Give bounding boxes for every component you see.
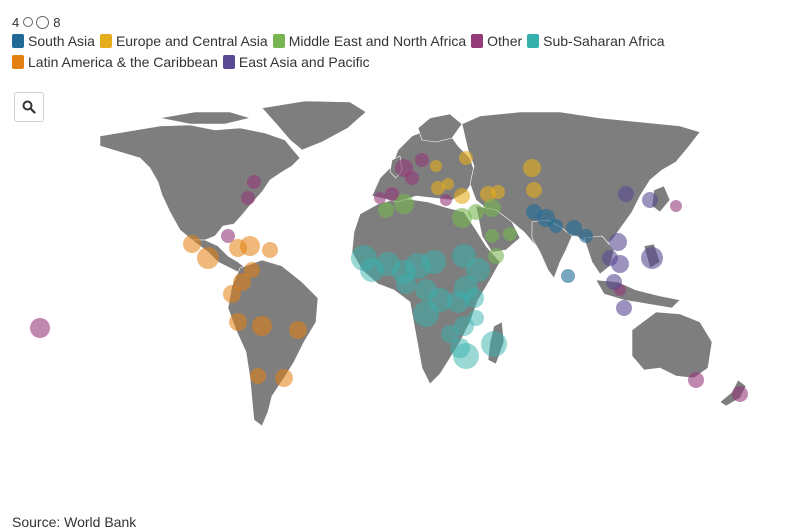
legend-swatch	[222, 55, 235, 69]
legend-swatch	[272, 34, 285, 48]
legend-label: Latin America & the Caribbean	[28, 54, 218, 70]
legend-label: Europe and Central Asia	[115, 33, 268, 49]
legend-swatch	[12, 34, 24, 48]
bubble-europe-central-asia[interactable]	[430, 160, 442, 172]
bubble-sub-saharan-africa[interactable]	[466, 258, 490, 282]
legend-swatch	[471, 34, 484, 48]
bubble-latin-america[interactable]	[233, 273, 251, 291]
bubble-other[interactable]	[670, 200, 682, 212]
legend-item-middle-east-north-africa[interactable]: Middle East and North Africa	[272, 33, 467, 49]
bubble-latin-america[interactable]	[183, 235, 201, 253]
land-greenland	[261, 100, 367, 151]
region-legend: South Asia Europe and Central Asia Middl…	[12, 33, 712, 70]
bubble-other[interactable]	[374, 192, 386, 204]
bubble-south-asia[interactable]	[566, 220, 582, 236]
bubble-latin-america[interactable]	[275, 369, 293, 387]
bubble-east-asia-pacific[interactable]	[616, 300, 632, 316]
bubble-latin-america[interactable]	[244, 262, 260, 278]
bubble-other[interactable]	[385, 187, 399, 201]
bubble-latin-america[interactable]	[289, 321, 307, 339]
legend-item-sub-saharan-africa[interactable]: Sub-Saharan Africa	[527, 33, 665, 49]
bubble-east-asia-pacific[interactable]	[606, 274, 622, 290]
bubble-latin-america[interactable]	[197, 247, 219, 269]
legend-swatch	[527, 34, 540, 48]
bubble-east-asia-pacific[interactable]	[642, 192, 658, 208]
legend-swatch	[99, 34, 112, 48]
land-arctic-islands	[159, 111, 251, 125]
bubble-sub-saharan-africa[interactable]	[464, 288, 484, 308]
size-legend-small-circle	[23, 17, 34, 27]
bubble-sub-saharan-africa[interactable]	[441, 325, 459, 343]
legend-item-south-asia[interactable]: South Asia	[12, 33, 95, 49]
bubble-sub-saharan-africa[interactable]	[453, 343, 479, 369]
bubble-south-asia[interactable]	[549, 219, 563, 233]
size-legend-max: 8	[53, 14, 61, 30]
bubble-east-asia-pacific[interactable]	[609, 233, 627, 251]
zoom-button[interactable]	[14, 92, 44, 122]
bubble-latin-america[interactable]	[262, 242, 278, 258]
land-south-america	[227, 259, 319, 427]
bubble-mena[interactable]	[468, 204, 484, 220]
bubble-europe-central-asia[interactable]	[454, 188, 470, 204]
bubble-other[interactable]	[440, 194, 452, 206]
bubble-latin-america[interactable]	[252, 316, 272, 336]
bubble-europe-central-asia[interactable]	[523, 159, 541, 177]
bubble-sub-saharan-africa[interactable]	[422, 250, 446, 274]
bubble-mena[interactable]	[394, 194, 414, 214]
bubble-sub-saharan-africa[interactable]	[481, 331, 507, 357]
bubble-south-asia[interactable]	[579, 229, 593, 243]
bubble-europe-central-asia[interactable]	[459, 151, 473, 165]
bubble-mena[interactable]	[378, 202, 394, 218]
bubble-mena[interactable]	[483, 199, 501, 217]
legend-label: East Asia and Pacific	[238, 54, 370, 70]
size-legend: 4 8	[12, 14, 60, 30]
bubble-sub-saharan-africa[interactable]	[447, 291, 469, 313]
bubble-east-asia-pacific[interactable]	[641, 247, 663, 269]
bubble-mena[interactable]	[503, 227, 517, 241]
bubble-other[interactable]	[30, 318, 50, 338]
bubble-other[interactable]	[221, 229, 235, 243]
legend-item-europe-central-asia[interactable]: Europe and Central Asia	[99, 33, 268, 49]
bubble-other[interactable]	[247, 175, 261, 189]
legend-label: Other	[487, 33, 523, 49]
bubble-latin-america[interactable]	[223, 285, 241, 303]
bubble-sub-saharan-africa[interactable]	[413, 301, 439, 327]
bubble-mena[interactable]	[485, 229, 499, 243]
legend-item-other[interactable]: Other	[471, 33, 522, 49]
legend-item-latin-america-caribbean[interactable]: Latin America & the Caribbean	[12, 54, 218, 70]
size-legend-large-circle	[36, 15, 50, 29]
magnifier-icon	[22, 100, 36, 114]
bubble-east-asia-pacific[interactable]	[611, 255, 629, 273]
legend-label: Middle East and North Africa	[288, 33, 467, 49]
data-bubbles	[30, 151, 748, 402]
bubble-sub-saharan-africa[interactable]	[468, 310, 484, 326]
land-scandinavia	[417, 113, 463, 143]
bubble-latin-america[interactable]	[229, 313, 247, 331]
legend-item-east-asia-pacific[interactable]: East Asia and Pacific	[222, 54, 370, 70]
bubble-europe-central-asia[interactable]	[442, 178, 454, 190]
bubble-sub-saharan-africa[interactable]	[396, 274, 416, 294]
bubble-east-asia-pacific[interactable]	[618, 186, 634, 202]
bubble-other[interactable]	[405, 171, 419, 185]
bubble-europe-central-asia[interactable]	[526, 182, 542, 198]
bubble-latin-america[interactable]	[240, 236, 260, 256]
source-note: Source: World Bank	[12, 514, 137, 530]
bubble-other[interactable]	[415, 153, 429, 167]
bubble-latin-america[interactable]	[250, 368, 266, 384]
legend-swatch	[12, 55, 24, 69]
bubble-other[interactable]	[688, 372, 704, 388]
bubble-mena[interactable]	[452, 208, 472, 228]
bubble-other[interactable]	[732, 386, 748, 402]
bubble-europe-central-asia[interactable]	[431, 181, 445, 195]
bubble-europe-central-asia[interactable]	[491, 185, 505, 199]
land-north-america	[99, 124, 301, 241]
bubble-south-asia[interactable]	[561, 269, 575, 283]
legend-label: Sub-Saharan Africa	[543, 33, 665, 49]
bubble-other[interactable]	[241, 191, 255, 205]
legend-label: South Asia	[28, 33, 95, 49]
size-legend-min: 4	[12, 14, 20, 30]
land-australia	[631, 311, 713, 379]
bubble-mena[interactable]	[488, 248, 504, 264]
